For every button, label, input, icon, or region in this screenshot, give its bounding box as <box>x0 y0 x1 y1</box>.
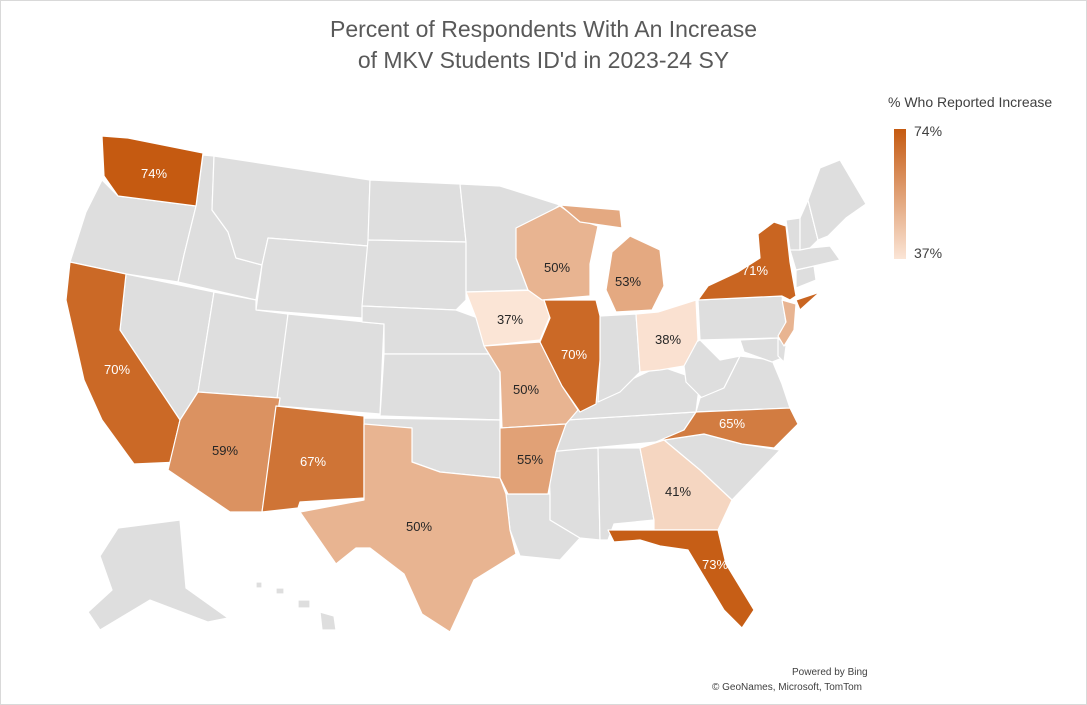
state-new-york[interactable] <box>697 221 821 311</box>
state-north-carolina[interactable] <box>655 407 799 449</box>
map-title-line-1: Percent of Respondents With An Increase <box>329 16 758 42</box>
label-north-carolina: 65% <box>719 416 745 431</box>
state-texas[interactable] <box>299 423 517 633</box>
legend-title: % Who Reported Increase <box>888 94 1053 110</box>
legend-max-label: 74% <box>914 123 943 139</box>
state-arizona[interactable] <box>167 391 281 513</box>
label-georgia: 41% <box>665 484 691 499</box>
attribution-powered-by: Powered by Bing <box>792 667 868 678</box>
label-florida: 73% <box>702 557 728 572</box>
label-washington: 74% <box>141 166 167 181</box>
attribution-copyright: © GeoNames, Microsoft, TomTom <box>712 682 862 693</box>
label-arkansas: 55% <box>517 452 543 467</box>
state-washington[interactable] <box>101 135 204 207</box>
state-south-dakota[interactable] <box>361 239 467 311</box>
state-maryland[interactable] <box>739 337 783 363</box>
state-new-hampshire[interactable] <box>799 199 819 251</box>
state-alaska[interactable] <box>87 519 229 631</box>
state-wyoming[interactable] <box>255 237 369 319</box>
label-illinois: 70% <box>561 347 587 362</box>
state-georgia[interactable] <box>639 439 733 531</box>
label-california: 70% <box>104 362 130 377</box>
state-maine[interactable] <box>807 159 867 241</box>
state-new-mexico[interactable] <box>261 405 365 513</box>
state-massachusetts[interactable] <box>789 245 841 271</box>
state-kansas[interactable] <box>379 353 501 421</box>
data-states <box>65 135 821 633</box>
state-labels: 74% 70% 59% 67% 50% 37% 50% 55% 50% 70% … <box>104 166 768 572</box>
state-hawaii-oahu[interactable] <box>275 587 285 595</box>
label-texas: 50% <box>406 519 432 534</box>
legend-min-label: 37% <box>914 245 943 261</box>
label-arizona: 59% <box>212 443 238 458</box>
label-michigan: 53% <box>615 274 641 289</box>
state-hawaii-kauai[interactable] <box>255 581 263 589</box>
state-hawaii-maui[interactable] <box>297 599 311 609</box>
no-data-states <box>69 154 867 631</box>
state-north-dakota[interactable] <box>367 179 467 243</box>
state-colorado[interactable] <box>275 313 385 415</box>
state-florida[interactable] <box>607 529 755 629</box>
state-hawaii-big[interactable] <box>319 611 337 631</box>
state-michigan[interactable] <box>559 204 665 313</box>
state-arkansas[interactable] <box>499 423 567 495</box>
state-new-jersey[interactable] <box>777 299 797 347</box>
map-title-line-2: of MKV Students ID'd in 2023-24 SY <box>357 47 730 73</box>
label-new-mexico: 67% <box>300 454 326 469</box>
label-ohio: 38% <box>655 332 681 347</box>
state-illinois[interactable] <box>539 299 601 413</box>
label-wisconsin: 50% <box>544 260 570 275</box>
label-iowa: 37% <box>497 312 523 327</box>
state-pennsylvania[interactable] <box>697 295 787 341</box>
label-missouri: 50% <box>513 382 539 397</box>
label-new-york: 71% <box>742 263 768 278</box>
state-ohio[interactable] <box>635 299 699 373</box>
legend-gradient-bar <box>894 129 906 259</box>
map-title: Percent of Respondents With An Increase … <box>0 14 1087 76</box>
